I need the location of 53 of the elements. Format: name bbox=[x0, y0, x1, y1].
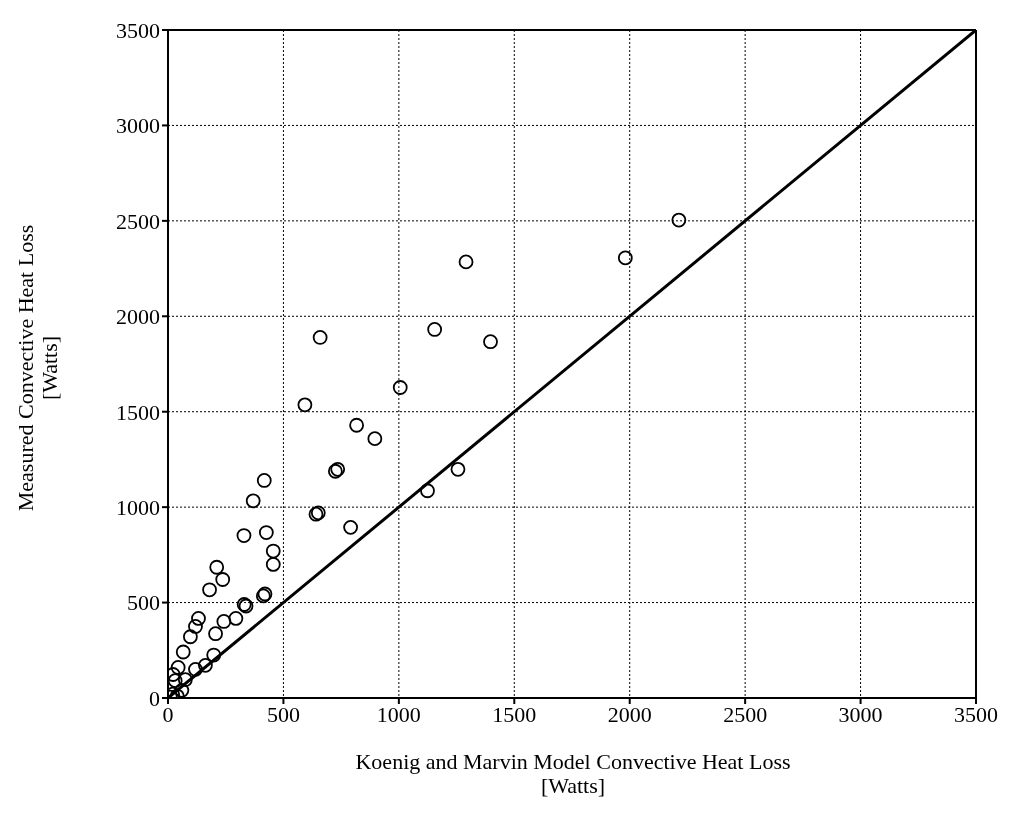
y-tick-label: 3500 bbox=[116, 17, 160, 43]
point bbox=[450, 461, 466, 477]
y-tick-label: 2500 bbox=[116, 208, 160, 234]
point bbox=[236, 528, 252, 543]
point bbox=[209, 559, 225, 575]
point bbox=[671, 212, 687, 228]
point bbox=[177, 672, 193, 688]
x-tick-label: 3500 bbox=[954, 701, 998, 727]
point bbox=[420, 483, 435, 499]
point bbox=[617, 250, 633, 266]
point bbox=[392, 380, 408, 395]
point bbox=[198, 657, 213, 673]
point bbox=[349, 417, 365, 433]
point bbox=[208, 626, 223, 642]
point bbox=[265, 557, 281, 572]
point bbox=[188, 661, 203, 677]
y-tick-label: 2000 bbox=[116, 304, 160, 330]
y-tick-label: 3000 bbox=[116, 113, 160, 139]
point bbox=[206, 647, 222, 663]
point bbox=[168, 673, 183, 689]
point bbox=[182, 629, 198, 645]
point bbox=[228, 611, 244, 626]
point bbox=[297, 397, 313, 413]
point bbox=[483, 334, 498, 350]
point bbox=[458, 254, 474, 270]
y-tick-label: 500 bbox=[127, 590, 160, 616]
y-axis-title: Measured Convective Heat Loss [Watts] bbox=[13, 224, 62, 512]
x-tick-label: 2000 bbox=[607, 701, 652, 727]
point bbox=[367, 431, 383, 447]
x-tick-label: 1500 bbox=[492, 701, 537, 727]
point bbox=[175, 644, 191, 660]
y-tick-label: 1500 bbox=[116, 399, 160, 425]
point bbox=[188, 619, 203, 634]
x-tick-label: 1000 bbox=[376, 701, 421, 727]
point bbox=[215, 572, 231, 587]
point bbox=[202, 582, 217, 598]
point bbox=[174, 682, 190, 698]
y-tick-label: 0 bbox=[149, 685, 160, 711]
point bbox=[256, 473, 272, 488]
point bbox=[343, 519, 359, 535]
point bbox=[265, 543, 281, 559]
x-tick-label: 500 bbox=[266, 701, 300, 727]
y-tick-label: 1000 bbox=[116, 494, 160, 520]
point bbox=[312, 330, 328, 345]
x-tick-label: 2500 bbox=[723, 701, 768, 727]
point bbox=[427, 322, 443, 337]
point bbox=[245, 493, 261, 509]
point bbox=[170, 660, 186, 675]
point bbox=[216, 614, 232, 629]
x-axis-title: Koenig and Marvin Model Convective Heat Loss [Watts] bbox=[354, 749, 792, 798]
x-tick-label: 3000 bbox=[838, 701, 883, 727]
point bbox=[258, 525, 274, 540]
point bbox=[191, 611, 206, 626]
